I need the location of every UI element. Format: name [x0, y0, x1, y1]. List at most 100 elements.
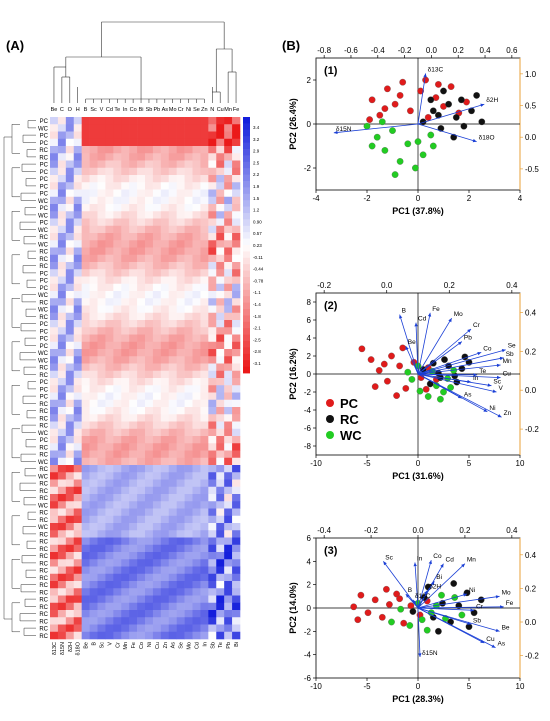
dendrogram-branch	[11, 515, 20, 546]
heatmap-cell	[224, 196, 233, 205]
y-tick-label: -2	[304, 388, 312, 397]
heatmap-cell	[232, 566, 241, 575]
heatmap-cell	[200, 196, 209, 205]
heatmap-cell	[152, 153, 162, 161]
heatmap-cell	[232, 225, 241, 234]
heatmap-cell	[152, 341, 162, 350]
heatmap-cell	[224, 138, 233, 147]
colorbar-tick: 1.5	[253, 196, 260, 201]
data-point-pc	[396, 362, 403, 370]
heatmap-cell	[121, 472, 130, 480]
heatmap-cell	[73, 595, 82, 604]
heatmap-cell	[152, 559, 162, 567]
row-label: PC	[40, 279, 49, 285]
row-label: RC	[39, 373, 48, 379]
heatmap-cell	[168, 428, 177, 437]
heatmap-cell	[81, 450, 90, 459]
heatmap-cell	[50, 494, 59, 502]
heatmap-cell	[81, 610, 90, 618]
heatmap-cell	[145, 291, 154, 299]
heatmap-cell	[73, 153, 82, 161]
heatmap-cell	[184, 414, 193, 422]
heatmap-cell	[73, 167, 82, 176]
heatmap-cell	[97, 276, 106, 285]
heatmap-cell	[176, 515, 185, 524]
heatmap-cell	[50, 356, 59, 364]
heatmap-cell	[200, 450, 209, 459]
heatmap-cell	[152, 370, 162, 379]
heatmap-cell	[81, 537, 90, 546]
row-label: RC	[39, 576, 48, 582]
heatmap-cell	[152, 131, 162, 140]
heatmap-cell	[192, 291, 201, 299]
top-tick-label: 0.4	[506, 526, 518, 535]
heatmap-cell	[184, 443, 193, 451]
heatmap-cell	[121, 305, 130, 314]
heatmap-cell	[224, 254, 233, 263]
dendrogram-branch	[26, 540, 36, 549]
heatmap-cell	[113, 624, 122, 633]
heatmap-cell	[176, 602, 185, 611]
heatmap-cell	[121, 117, 130, 125]
heatmap-cell	[105, 515, 114, 524]
heatmap-cell	[200, 610, 209, 618]
heatmap-cell	[121, 617, 130, 625]
x-axis-label: PC1 (37.8%)	[392, 206, 444, 216]
heatmap-cell	[89, 138, 98, 147]
data-point-wc	[363, 122, 371, 130]
heatmap-cell	[97, 610, 106, 618]
heatmap-cell	[208, 160, 217, 169]
column-label-top: Co	[130, 107, 137, 113]
loading-arrow	[417, 593, 468, 609]
heatmap-cell	[192, 443, 201, 451]
heatmap-cell	[216, 131, 225, 140]
loading-label: Be	[502, 624, 510, 631]
heatmap-cell	[97, 196, 106, 205]
heatmap-cell	[232, 124, 241, 132]
heatmap-cell	[137, 392, 146, 401]
heatmap-cell	[73, 283, 82, 292]
heatmap-cell	[152, 610, 162, 618]
heatmap-cell	[81, 291, 90, 299]
heatmap-cell	[97, 305, 106, 314]
top-tick-label: 0.6	[506, 46, 518, 55]
heatmap-cell	[145, 334, 154, 343]
heatmap-cell	[50, 421, 59, 430]
heatmap-cell	[160, 624, 170, 633]
row-label: WC	[38, 525, 49, 531]
heatmap-cell	[208, 341, 217, 350]
heatmap-cell	[121, 153, 130, 161]
heatmap-cell	[145, 457, 154, 466]
heatmap-cell	[113, 385, 122, 393]
heatmap-cell	[160, 269, 170, 277]
data-point-wc	[438, 591, 445, 599]
heatmap-cell	[57, 515, 67, 524]
heatmap-cell	[97, 160, 106, 169]
heatmap-cell	[129, 218, 138, 227]
heatmap-cell	[57, 349, 67, 357]
heatmap-cell	[184, 124, 193, 132]
heatmap-cell	[81, 414, 90, 422]
heatmap-cell	[192, 124, 201, 132]
heatmap-cell	[168, 399, 177, 408]
heatmap-cell	[129, 117, 138, 125]
heatmap-cell	[89, 399, 98, 408]
heatmap-cell	[73, 385, 82, 393]
heatmap-cell	[57, 450, 67, 459]
row-label: PC	[40, 337, 49, 343]
heatmap-cell	[216, 414, 225, 422]
heatmap-cell	[121, 269, 130, 277]
heatmap-cell	[184, 465, 193, 473]
heatmap-cell	[184, 204, 193, 212]
heatmap-cell	[65, 327, 75, 335]
heatmap-cell	[224, 465, 233, 473]
heatmap-cell	[160, 457, 170, 466]
heatmap-cell	[129, 160, 138, 169]
heatmap-cell	[97, 617, 106, 625]
heatmap-cell	[113, 175, 122, 183]
heatmap-cell	[192, 254, 201, 263]
heatmap-cell	[224, 515, 233, 524]
heatmap-cell	[176, 617, 185, 625]
heatmap-cell	[232, 421, 241, 430]
heatmap-cell	[121, 334, 130, 343]
